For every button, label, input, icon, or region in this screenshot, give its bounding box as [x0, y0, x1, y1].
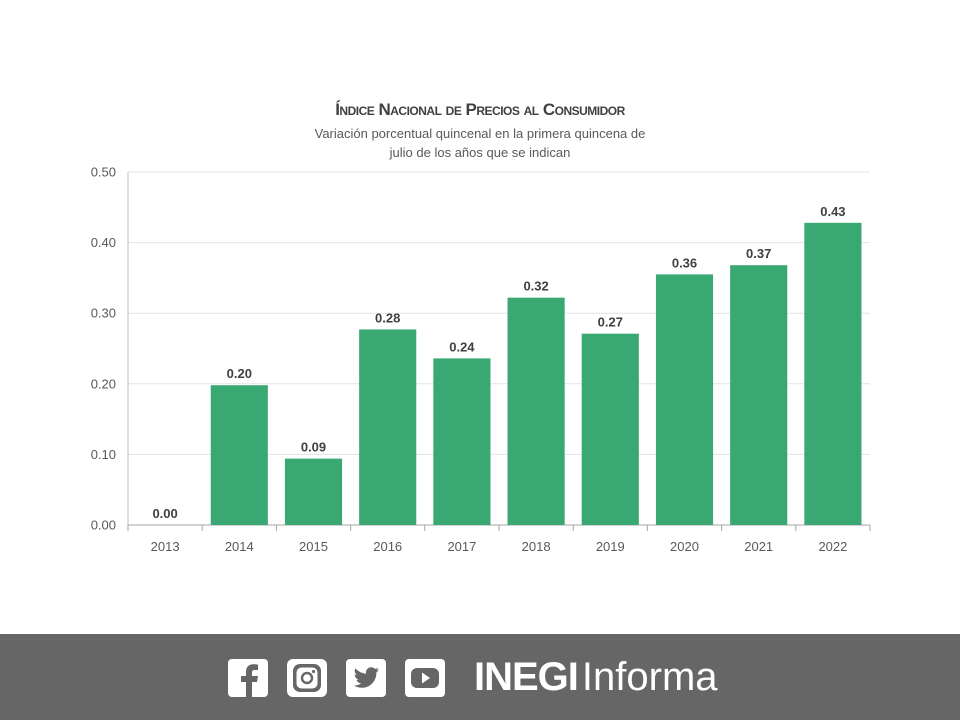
- x-tick-label: 2020: [670, 539, 699, 554]
- x-tick-label: 2013: [151, 539, 180, 554]
- y-tick-label: 0.40: [91, 235, 116, 250]
- instagram-icon[interactable]: [287, 659, 327, 697]
- x-tick-label: 2017: [447, 539, 476, 554]
- data-label: 0.27: [598, 315, 623, 330]
- data-label: 0.36: [672, 255, 697, 270]
- bar: [730, 265, 788, 525]
- y-tick-label: 0.30: [91, 306, 116, 321]
- data-label: 0.09: [301, 440, 326, 455]
- bar: [655, 274, 714, 525]
- bar: [210, 385, 268, 525]
- x-tick-label: 2022: [818, 539, 847, 554]
- facebook-icon[interactable]: [228, 659, 268, 697]
- x-tick-label: 2018: [522, 539, 551, 554]
- bar: [581, 333, 639, 525]
- brand-light-text: Informa: [581, 655, 718, 699]
- x-tick-label: 2021: [744, 539, 773, 554]
- bar: [507, 297, 565, 525]
- x-tick-label: 2016: [373, 539, 402, 554]
- chart-title: Índice Nacional de Precios al Consumidor: [335, 100, 625, 119]
- chart-subtitle-line-1: Variación porcentual quincenal en la pri…: [314, 126, 646, 141]
- data-label: 0.32: [523, 279, 548, 294]
- chart-subtitle-line-2: julio de los años que se indican: [389, 145, 571, 160]
- x-tick-label: 2019: [596, 539, 625, 554]
- inegi-informa-logo: INEGI Informa: [474, 652, 718, 702]
- data-label: 0.24: [449, 339, 475, 354]
- y-tick-label: 0.00: [91, 518, 116, 533]
- bar: [359, 329, 417, 525]
- bar: [433, 358, 491, 525]
- data-label: 0.20: [227, 366, 252, 381]
- y-tick-label: 0.10: [91, 447, 116, 462]
- bar-chart: 0.00 0.10 0.20 0.30 0.40 0.50 0.00 2013 0.20 2014…: [91, 165, 871, 554]
- data-label: 0.43: [820, 204, 845, 219]
- x-tick-label: 2014: [225, 539, 254, 554]
- youtube-icon[interactable]: [405, 659, 445, 697]
- twitter-icon[interactable]: [346, 659, 386, 697]
- chart-subtitle: Variación porcentual quincenal en la pri…: [0, 124, 960, 162]
- footer-bar: [0, 634, 960, 720]
- x-tick-label: 2015: [299, 539, 328, 554]
- data-label: 0.37: [746, 246, 771, 261]
- bar: [804, 222, 862, 525]
- brand-strong-text: INEGI: [474, 655, 579, 699]
- data-label: 0.00: [152, 506, 177, 521]
- data-label: 0.28: [375, 310, 400, 325]
- y-tick-label: 0.50: [91, 165, 116, 180]
- y-tick-label: 0.20: [91, 376, 116, 391]
- bar: [284, 458, 343, 525]
